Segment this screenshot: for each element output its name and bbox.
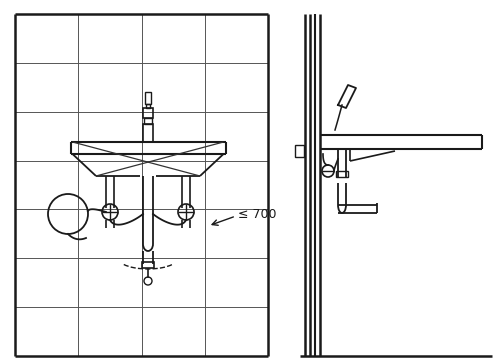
Bar <box>145 92 151 104</box>
Bar <box>336 171 348 177</box>
Bar <box>146 104 150 108</box>
Text: ≤ 700: ≤ 700 <box>238 209 277 222</box>
Bar <box>142 262 154 268</box>
Bar <box>144 118 152 124</box>
Bar <box>143 124 153 142</box>
Bar <box>143 108 153 118</box>
Bar <box>295 145 304 157</box>
